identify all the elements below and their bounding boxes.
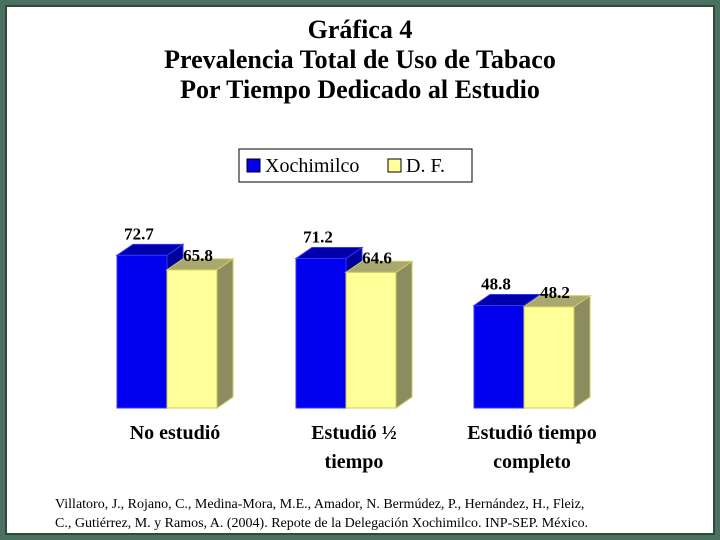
- title-line-1: Gráfica 4: [307, 15, 413, 44]
- bar-chart: Xochimilco D. F. 72.7 65.8 No estudió 71.2 64.…: [115, 148, 597, 473]
- source-line-2: C., Gutiérrez, M. y Ramos, A. (2004). Re…: [55, 516, 589, 531]
- bar-side-s2-c3: [573, 294, 591, 409]
- category-label-2-line-1: Estudió ½: [311, 422, 397, 444]
- data-label-s2-c1: 65.8: [183, 246, 213, 265]
- bar-s2-c1: [166, 269, 218, 409]
- title-line-3: Por Tiempo Dedicado al Estudio: [180, 75, 540, 104]
- category-label-1-line-1: No estudió: [130, 422, 221, 444]
- bar-s1-c1: [116, 254, 168, 409]
- category-label-2-line-2: tiempo: [325, 451, 384, 473]
- bar-side-s2-c1: [216, 257, 234, 409]
- title-line-2: Prevalencia Total de Uso de Tabaco: [164, 45, 556, 74]
- category-label-3-line-1: Estudió tiempo: [467, 422, 596, 444]
- data-label-s2-c3: 48.2: [540, 283, 570, 302]
- legend-swatch-2: [387, 158, 402, 173]
- bar-side-s2-c2: [395, 260, 413, 409]
- data-label-s1-c3: 48.8: [481, 275, 511, 294]
- legend-swatch-1: [246, 158, 261, 173]
- bar-s2-c3: [523, 306, 575, 409]
- legend-label-1: Xochimilco: [265, 155, 359, 177]
- data-label-s1-c1: 72.7: [124, 224, 154, 243]
- source-citation: Villatoro, J., Rojano, C., Medina-Mora, …: [55, 495, 685, 533]
- data-label-s1-c2: 71.2: [303, 227, 333, 246]
- source-line-1: Villatoro, J., Rojano, C., Medina-Mora, …: [55, 497, 585, 512]
- data-label-s2-c2: 64.6: [362, 248, 392, 267]
- legend-box: [238, 148, 473, 183]
- bar-s1-c2: [295, 257, 347, 409]
- bar-s2-c2: [345, 271, 397, 409]
- slide: Gráfica 4 Prevalencia Total de Uso de Ta…: [5, 5, 715, 535]
- chart-title: Gráfica 4 Prevalencia Total de Uso de Ta…: [7, 15, 713, 105]
- legend-label-2: D. F.: [406, 155, 445, 177]
- bar-s1-c3: [473, 305, 525, 409]
- category-label-3-line-2: completo: [493, 451, 571, 473]
